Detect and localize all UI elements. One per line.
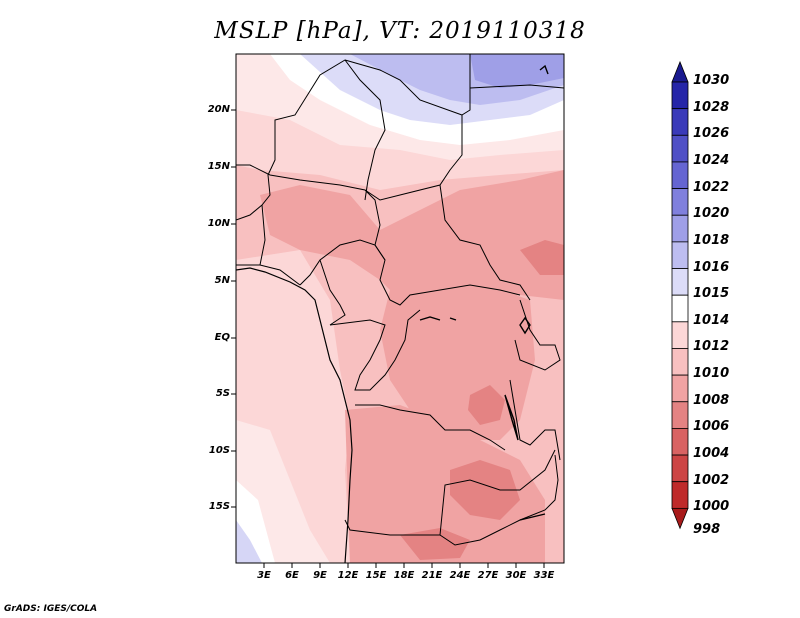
colorbar-label: 1002 — [693, 472, 730, 488]
field-1006-ethiopia — [520, 240, 564, 275]
field-1008-south — [345, 405, 545, 563]
colorbar-label: 1015 — [693, 286, 730, 302]
colorbar-label: 1018 — [693, 232, 730, 248]
colorbar-label: 1026 — [693, 126, 730, 142]
colorbar-segment — [671, 268, 689, 296]
lon-label-30e: 30E — [505, 570, 527, 581]
lon-label-27e: 27E — [477, 570, 499, 581]
map-title: MSLP [hPa], VT: 2019110318 — [214, 18, 586, 44]
lat-label-15s: 15S — [208, 501, 230, 512]
lon-label-6e: 6E — [285, 570, 299, 581]
lakes — [419, 64, 549, 521]
colorbar-label: 1028 — [693, 99, 730, 115]
field-1006-se — [400, 528, 470, 560]
field-1020-ne — [470, 54, 564, 88]
lon-label-9e: 9E — [313, 570, 327, 581]
colorbar-label: 1014 — [693, 312, 730, 328]
colorbar-segment — [671, 241, 689, 269]
field-1016-sw — [236, 520, 262, 563]
colorbar-segment — [671, 60, 689, 83]
colorbar-label: 1016 — [693, 259, 730, 275]
colorbar-segment — [671, 108, 689, 136]
colorbar-label: 1024 — [693, 152, 730, 168]
colorbar-label: 1020 — [693, 206, 730, 222]
field-1008-sahel — [260, 170, 564, 300]
lon-label-33e: 33E — [533, 570, 555, 581]
colorbar-segment — [671, 348, 689, 376]
colorbar-label: 1030 — [693, 73, 730, 88]
map-frame — [235, 53, 565, 564]
lon-label-24e: 24E — [449, 570, 471, 581]
lon-label-15e: 15E — [365, 570, 387, 581]
colorbar-segment — [671, 214, 689, 243]
pressure-field — [236, 54, 564, 563]
grads-credit: GrADS: IGES/COLA — [4, 604, 98, 614]
lat-label-eq: EQ — [214, 332, 230, 343]
field-1006-lake — [468, 385, 505, 425]
colorbar-segment — [671, 294, 689, 323]
field-1006-angola — [450, 460, 520, 520]
colorbar-segment — [671, 428, 689, 456]
colorbar-segment — [671, 481, 689, 509]
lat-label-10n: 10N — [207, 218, 230, 229]
lat-label-5s: 5S — [215, 388, 230, 399]
colorbar-label: 1022 — [693, 179, 730, 195]
lon-label-18e: 18E — [393, 570, 415, 581]
lon-label-3e: 3E — [257, 570, 271, 581]
colorbar-label: 1006 — [693, 419, 730, 435]
colorbar-segment — [671, 81, 689, 110]
colorbar-segment — [671, 188, 689, 216]
lat-label-10s: 10S — [208, 445, 230, 456]
lon-label-21e: 21E — [421, 570, 443, 581]
colorbar-label: 1004 — [693, 446, 730, 462]
lat-label-5n: 5N — [214, 275, 230, 286]
colorbar-segment — [671, 374, 689, 403]
lat-label-15n: 15N — [207, 161, 230, 172]
lat-label-20n: 20N — [207, 104, 230, 115]
colorbar-label: 1008 — [693, 392, 730, 408]
lon-label-12e: 12E — [337, 570, 359, 581]
colorbar-segment — [671, 321, 689, 349]
colorbar-segment — [671, 401, 689, 429]
colorbar-label: 1000 — [693, 499, 730, 515]
colorbar-segment — [671, 161, 689, 189]
colorbar-label: 1012 — [693, 339, 730, 355]
colorbar-label: 1010 — [693, 366, 730, 382]
colorbar-segment — [671, 454, 689, 483]
colorbar-label: 998 — [693, 522, 721, 538]
colorbar-segment — [671, 507, 689, 530]
colorbar-segment — [671, 134, 689, 163]
axis-ticks — [231, 109, 545, 568]
colorbar — [671, 60, 689, 530]
